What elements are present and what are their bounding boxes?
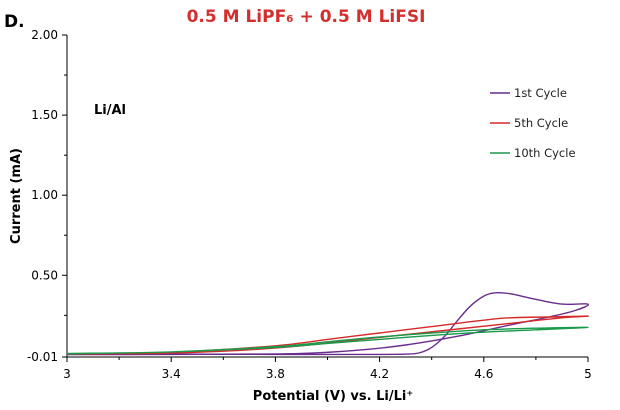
legend: 1st Cycle 5th Cycle 10th Cycle (490, 86, 576, 160)
x-tick-label: 3 (63, 367, 71, 381)
chart-title: 0.5 M LiPF₆ + 0.5 M LiFSI (187, 7, 426, 27)
x-tick-label: 3.8 (266, 367, 285, 381)
legend-label-1st-cycle: 1st Cycle (514, 86, 567, 100)
y-tick-label: 1.00 (31, 188, 58, 202)
series-line-1st-cycle (66, 292, 590, 356)
panel-label: D. (4, 12, 25, 32)
x-tick-label: 4.6 (474, 367, 493, 381)
y-axis-label: Current (mA) (9, 148, 24, 244)
legend-label-10th-cycle: 10th Cycle (514, 146, 576, 160)
x-tick-label: 3.4 (162, 367, 181, 381)
legend-label-5th-cycle: 5th Cycle (514, 116, 568, 130)
series-line-5th-cycle (66, 315, 589, 355)
axes: -0.01 0.50 1.00 1.50 2.00 3 3.4 3.8 4.2 4.6 5 (27, 28, 592, 381)
series-line-10th-cycle (66, 326, 589, 355)
x-tick-label: 5 (584, 367, 592, 381)
plot-area (66, 292, 590, 356)
y-tick-label: -0.01 (27, 350, 58, 364)
x-axis-label: Potential (V) vs. Li/Li⁺ (253, 389, 413, 404)
y-tick-label: 1.50 (31, 108, 58, 122)
electrode-annotation: Li/Al (94, 103, 126, 118)
y-tick-label: 2.00 (31, 28, 58, 42)
y-tick-label: 0.50 (31, 268, 58, 282)
x-tick-label: 4.2 (370, 367, 389, 381)
